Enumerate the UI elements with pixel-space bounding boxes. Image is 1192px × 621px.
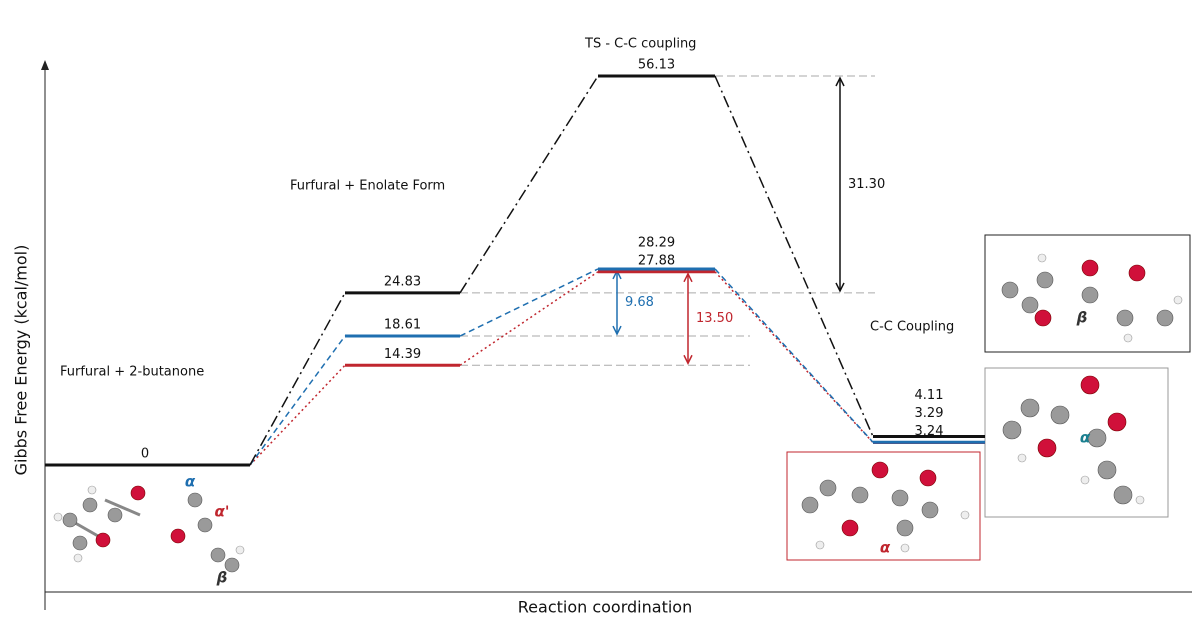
value-label: 3.29 xyxy=(915,406,944,421)
value-label: 0 xyxy=(141,447,149,462)
molecule xyxy=(1003,376,1144,504)
connector xyxy=(460,269,598,336)
molecule-images xyxy=(54,235,1190,572)
barrier-label: 13.50 xyxy=(696,311,733,326)
annotation: α xyxy=(1080,429,1091,447)
molecule xyxy=(1002,254,1182,342)
connector xyxy=(715,272,873,443)
x-axis-label: Reaction coordination xyxy=(518,598,692,617)
connector xyxy=(715,76,873,437)
value-label: 18.61 xyxy=(384,318,421,333)
connector xyxy=(460,76,598,293)
value-label: 28.29 xyxy=(638,235,675,250)
value-label: 14.39 xyxy=(384,347,421,362)
value-label: 3.24 xyxy=(915,424,944,439)
connector xyxy=(460,272,598,365)
barrier-label: 31.30 xyxy=(848,177,885,192)
connector xyxy=(715,269,873,442)
annotation: β xyxy=(1076,309,1088,327)
annotation: α xyxy=(880,539,891,557)
y-axis-arrow xyxy=(41,60,49,70)
annotation: β xyxy=(216,569,228,587)
stage-label: TS - C-C coupling xyxy=(584,37,696,52)
value-label: 56.13 xyxy=(638,58,675,73)
value-label: 27.88 xyxy=(638,253,675,268)
barrier-label: 9.68 xyxy=(625,295,654,310)
stage-label: Furfural + Enolate Form xyxy=(290,179,445,194)
stage-label: C-C Coupling xyxy=(870,320,954,335)
value-label: 24.83 xyxy=(384,274,421,289)
connector xyxy=(250,293,345,465)
annotation: α' xyxy=(215,503,230,521)
connector xyxy=(250,336,345,465)
molecule xyxy=(54,486,244,572)
stage-label: Furfural + 2-butanone xyxy=(60,365,204,380)
structure-box xyxy=(985,368,1168,517)
chart: Gibbs Free Energy (kcal/mol) Reaction co… xyxy=(0,0,1192,621)
value-label: 4.11 xyxy=(915,388,944,403)
annotation: α xyxy=(185,473,196,491)
y-axis-label: Gibbs Free Energy (kcal/mol) xyxy=(12,245,31,476)
